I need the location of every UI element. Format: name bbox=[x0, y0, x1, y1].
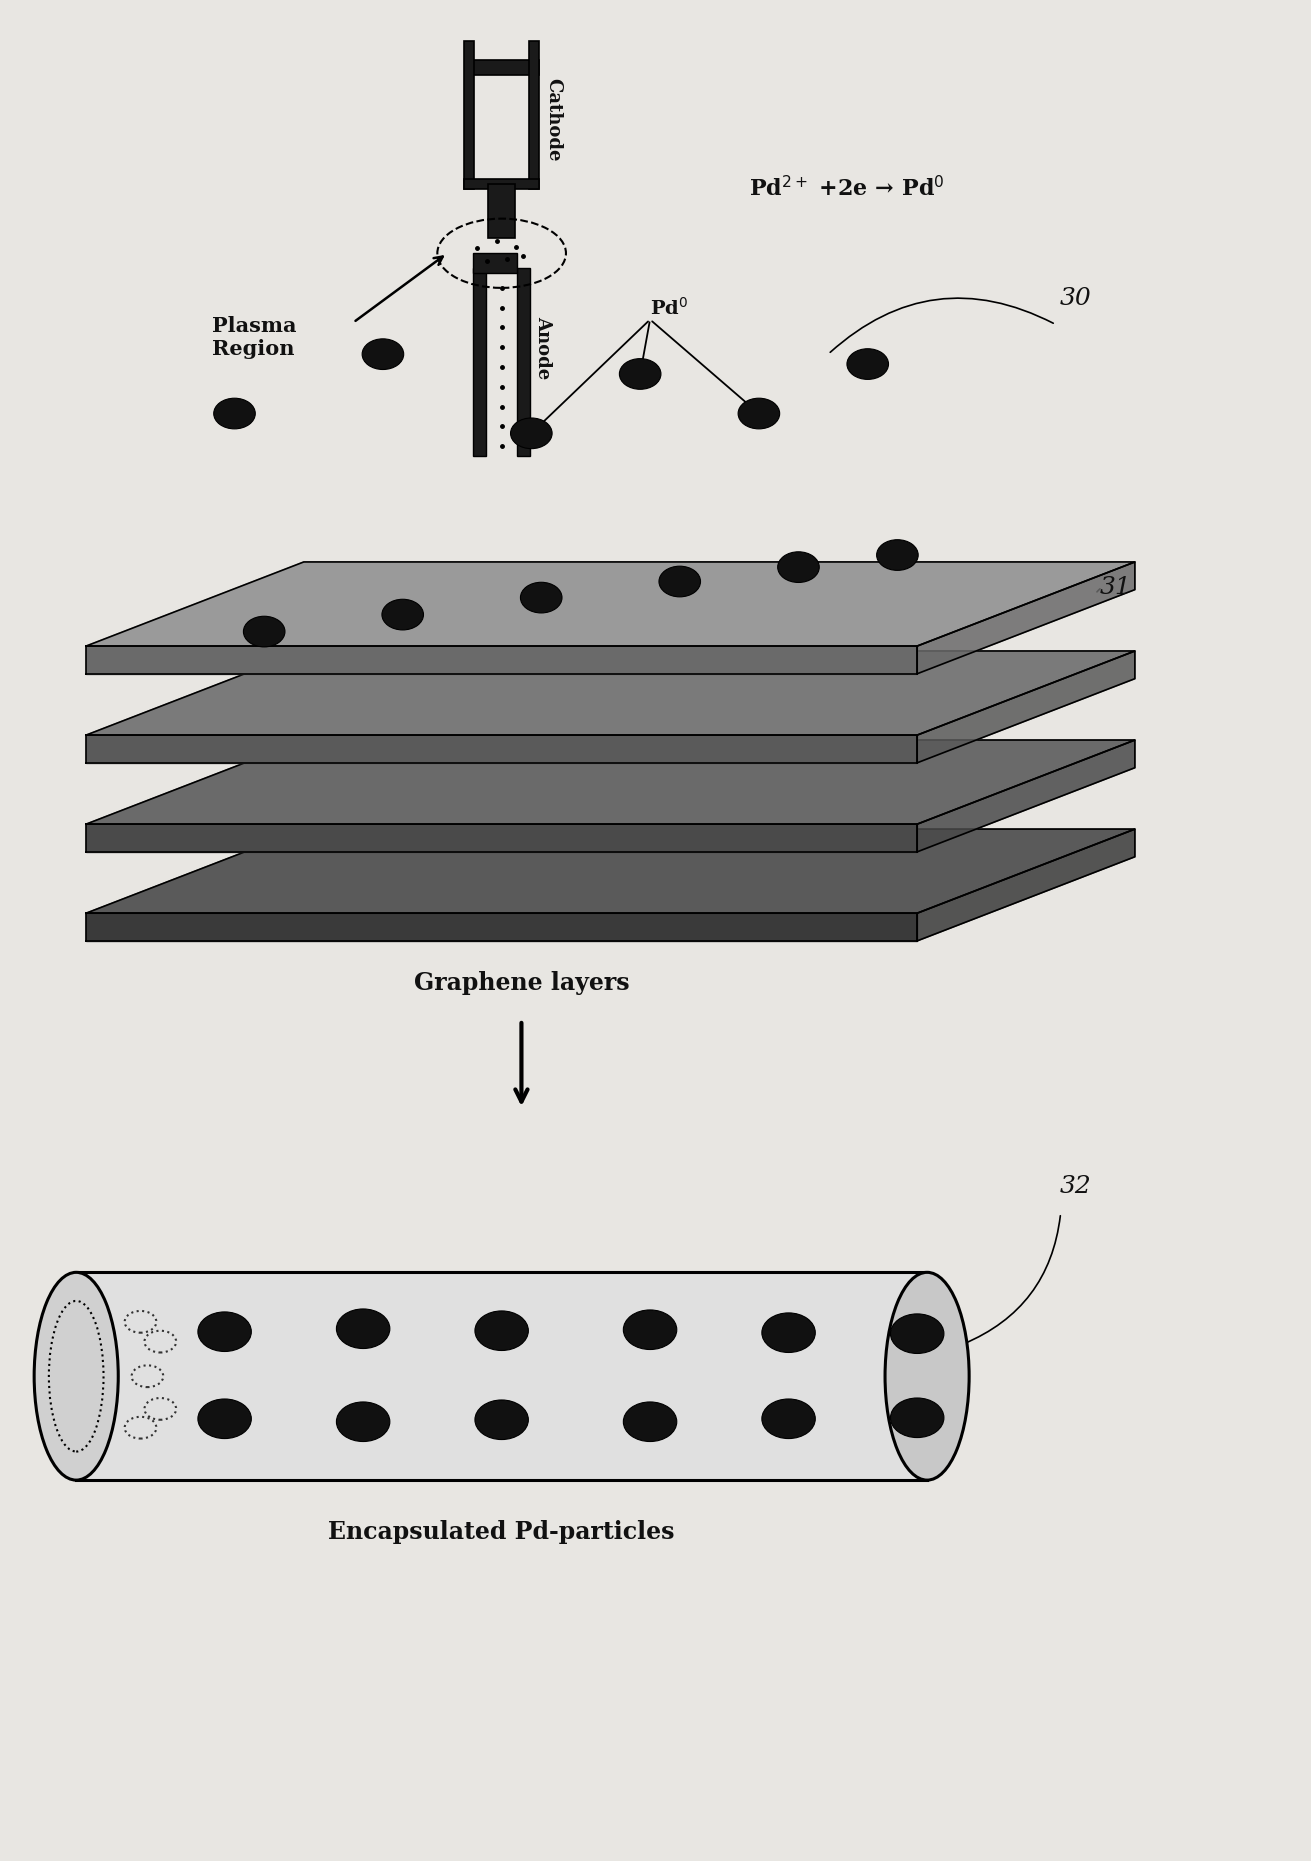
Polygon shape bbox=[87, 741, 1135, 824]
Ellipse shape bbox=[890, 1398, 944, 1437]
Text: Graphene layers: Graphene layers bbox=[414, 971, 629, 996]
Ellipse shape bbox=[738, 398, 780, 428]
Bar bbox=[464, 60, 539, 74]
Ellipse shape bbox=[877, 540, 918, 569]
Polygon shape bbox=[87, 651, 1135, 735]
Ellipse shape bbox=[198, 1399, 252, 1439]
Polygon shape bbox=[87, 824, 918, 852]
Ellipse shape bbox=[337, 1401, 389, 1442]
Ellipse shape bbox=[510, 419, 552, 449]
Bar bbox=[464, 179, 539, 190]
Ellipse shape bbox=[520, 582, 562, 612]
Ellipse shape bbox=[623, 1401, 676, 1442]
Text: Encapsulated Pd-particles: Encapsulated Pd-particles bbox=[328, 1520, 675, 1545]
Bar bbox=[517, 268, 530, 456]
Polygon shape bbox=[87, 646, 918, 674]
Ellipse shape bbox=[382, 599, 423, 629]
Ellipse shape bbox=[475, 1399, 528, 1440]
Ellipse shape bbox=[214, 398, 256, 428]
Text: Pd$^{2+}$ +2e → Pd$^{0}$: Pd$^{2+}$ +2e → Pd$^{0}$ bbox=[749, 177, 944, 201]
Polygon shape bbox=[918, 830, 1135, 942]
Text: 30: 30 bbox=[1059, 287, 1091, 309]
Bar bbox=[530, 41, 539, 190]
Bar bbox=[488, 184, 515, 238]
Polygon shape bbox=[87, 914, 918, 942]
Polygon shape bbox=[918, 741, 1135, 852]
Bar bbox=[473, 253, 517, 274]
Ellipse shape bbox=[244, 616, 284, 648]
Bar bbox=[473, 268, 486, 456]
Bar bbox=[76, 1273, 927, 1479]
Ellipse shape bbox=[762, 1312, 815, 1353]
Polygon shape bbox=[87, 830, 1135, 914]
Ellipse shape bbox=[885, 1273, 969, 1479]
Ellipse shape bbox=[762, 1399, 815, 1439]
Text: Anode: Anode bbox=[534, 316, 552, 380]
Polygon shape bbox=[918, 651, 1135, 763]
Text: Cathode: Cathode bbox=[544, 78, 562, 162]
Ellipse shape bbox=[337, 1308, 389, 1349]
Text: Plasma
Region: Plasma Region bbox=[212, 316, 296, 359]
Bar bbox=[464, 41, 475, 190]
Text: 31: 31 bbox=[1099, 577, 1131, 599]
Ellipse shape bbox=[659, 566, 700, 597]
Ellipse shape bbox=[34, 1273, 118, 1479]
Polygon shape bbox=[87, 735, 918, 763]
Ellipse shape bbox=[777, 553, 819, 582]
Text: Pd$^{0}$: Pd$^{0}$ bbox=[650, 296, 688, 318]
Polygon shape bbox=[918, 562, 1135, 674]
Ellipse shape bbox=[623, 1310, 676, 1349]
Ellipse shape bbox=[847, 348, 889, 380]
Ellipse shape bbox=[362, 339, 404, 370]
Polygon shape bbox=[87, 562, 1135, 646]
Ellipse shape bbox=[619, 359, 661, 389]
Text: 32: 32 bbox=[1059, 1174, 1091, 1198]
Ellipse shape bbox=[198, 1312, 252, 1351]
Ellipse shape bbox=[890, 1314, 944, 1353]
Ellipse shape bbox=[475, 1310, 528, 1351]
